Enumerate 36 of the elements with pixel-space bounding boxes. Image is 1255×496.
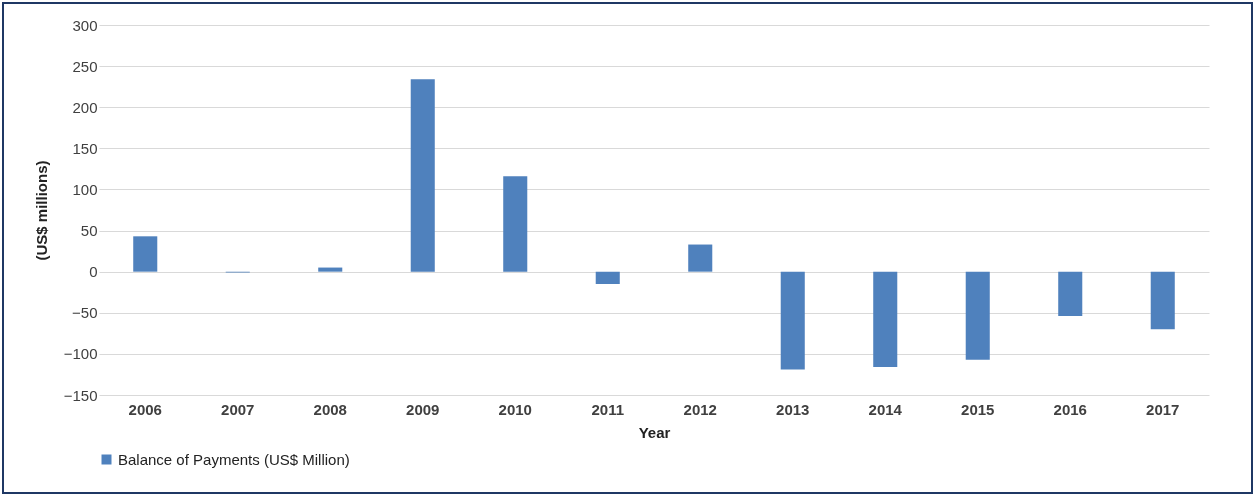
bar xyxy=(873,271,898,368)
x-tick-label: 2012 xyxy=(683,400,717,418)
x-tick-label: 2011 xyxy=(591,400,625,418)
y-tick-label: −150 xyxy=(63,386,98,404)
bar xyxy=(965,271,990,360)
bar xyxy=(688,244,713,272)
x-tick-label: 2010 xyxy=(498,400,532,418)
y-tick-label: 200 xyxy=(72,98,98,116)
y-tick-label: 150 xyxy=(72,139,98,157)
y-tick-label: 50 xyxy=(80,222,98,240)
bar xyxy=(133,236,158,272)
bar xyxy=(503,176,528,272)
x-tick-label: 2008 xyxy=(313,400,347,418)
x-tick-label: 2014 xyxy=(868,400,903,418)
y-tick-label: 100 xyxy=(72,180,98,198)
y-tick-label: −50 xyxy=(72,304,98,322)
y-tick-label: 0 xyxy=(89,263,98,281)
bar xyxy=(1058,271,1083,317)
bar xyxy=(595,271,620,284)
y-tick-label: −100 xyxy=(63,345,98,363)
bar xyxy=(318,267,343,272)
bar xyxy=(1150,271,1175,330)
x-tick-label: 2013 xyxy=(776,400,810,418)
x-tick-label: 2015 xyxy=(961,400,995,418)
x-tick-label: 2017 xyxy=(1146,400,1180,418)
x-axis-title: Year xyxy=(638,423,671,441)
x-tick-label: 2007 xyxy=(221,400,255,418)
y-axis-title: (US$ millions) xyxy=(32,160,50,261)
legend-label: Balance of Payments (US$ Million) xyxy=(118,450,350,468)
bar xyxy=(780,271,805,370)
y-tick-label: 250 xyxy=(72,57,98,75)
x-tick-label: 2016 xyxy=(1053,400,1087,418)
y-tick-label: 300 xyxy=(72,16,98,34)
bar xyxy=(410,79,435,272)
x-tick-label: 2006 xyxy=(128,400,162,418)
x-tick-label: 2009 xyxy=(406,400,440,418)
